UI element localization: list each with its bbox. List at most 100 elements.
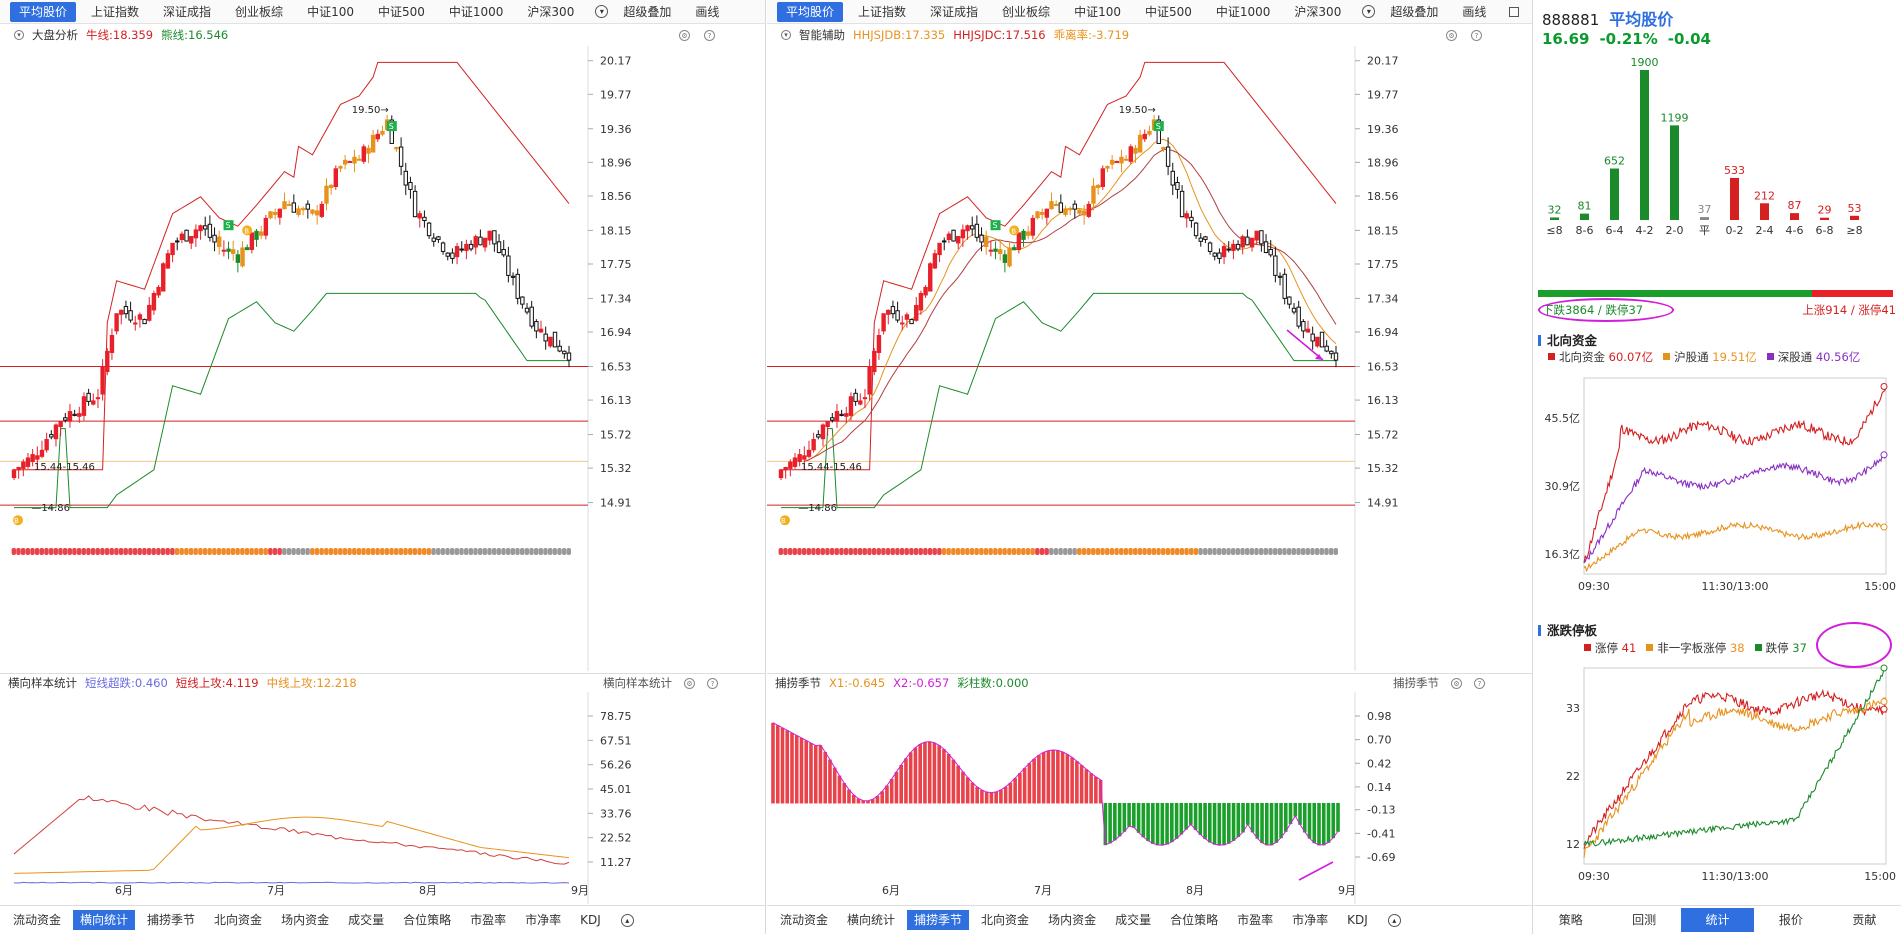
indicator-tab[interactable]: 流动资金 (13, 913, 62, 927)
candle (338, 165, 343, 173)
price-tick-label: 14.91 (1367, 497, 1399, 510)
season-strip-cell (787, 548, 793, 555)
candle (538, 320, 544, 333)
indicator-tab[interactable]: 市净率 (1292, 913, 1329, 927)
index-tab[interactable]: 上证指数 (858, 4, 907, 19)
distribution-category: 平 (1699, 224, 1710, 237)
indicator-tab[interactable]: 市盈率 (470, 913, 507, 927)
settings-icon[interactable]: ⚙ (684, 677, 695, 689)
help-icon[interactable]: ? (704, 29, 715, 41)
index-tab[interactable]: 上证指数 (91, 4, 140, 19)
settings-icon[interactable]: ⚙ (1451, 677, 1462, 689)
candle (105, 348, 110, 376)
kline-chart[interactable]: 20.17 19.77 19.36 18.96 18.56 18.15 17.75 17.34… (767, 46, 1533, 671)
candle (49, 430, 54, 440)
index-tab[interactable]: 中证100 (307, 4, 354, 19)
help-icon[interactable]: ? (1474, 677, 1485, 689)
indicator-tab[interactable]: 成交量 (1115, 913, 1152, 927)
legend-label: 北向资金 (1559, 350, 1609, 364)
lower-indicator-switch[interactable]: 捕捞季节 (1393, 676, 1439, 690)
index-tab[interactable]: 中证100 (1074, 4, 1121, 19)
toolbar-button[interactable]: 画线 (695, 4, 720, 19)
index-tab[interactable]: 创业板综 (1002, 4, 1051, 19)
sidebar-tab[interactable]: 贡献 (1852, 913, 1877, 927)
candle (282, 192, 287, 210)
distribution-category: 8-6 (1576, 224, 1594, 237)
distribution-value: 652 (1604, 155, 1625, 168)
indicator-tab[interactable]: 场内资金 (281, 913, 330, 927)
candle (524, 303, 530, 315)
indicator-tab[interactable]: 横向统计 (73, 910, 136, 930)
toolbar-button[interactable]: 画线 (1462, 4, 1487, 19)
index-tab[interactable]: 创业板综 (235, 4, 284, 19)
histogram-bar (1056, 750, 1060, 804)
scroll-tabs-icon[interactable]: ▴ (1387, 913, 1401, 927)
indicator-tab[interactable]: 市盈率 (1237, 913, 1274, 927)
candle (552, 331, 558, 348)
lower-indicator-switch[interactable]: 横向样本统计 (603, 676, 672, 690)
toolbar-button[interactable]: 超级叠加 (1390, 4, 1439, 19)
season-strip-cell (1207, 548, 1213, 555)
candle (1035, 210, 1040, 220)
help-icon[interactable]: ? (707, 677, 718, 689)
kline-chart[interactable]: 20.17 19.77 19.36 18.96 18.56 18.15 17.75 17.34… (0, 46, 766, 671)
candle (1231, 239, 1236, 260)
indicator-tab[interactable]: 市净率 (525, 913, 562, 927)
indicator-tab[interactable]: 北向资金 (214, 913, 263, 927)
lower-indicator-name[interactable]: 横向样本统计 (8, 675, 77, 690)
indicator-tab[interactable]: 成交量 (348, 913, 385, 927)
index-tab[interactable]: 沪深300 (527, 4, 575, 19)
indicator-tab[interactable]: 合位策略 (403, 913, 452, 927)
indicator-tab[interactable]: 场内资金 (1048, 913, 1097, 927)
indicator-name[interactable]: 智能辅助 (799, 28, 845, 42)
histogram-bar (1060, 751, 1065, 804)
candle (263, 214, 269, 240)
help-icon[interactable]: ? (1471, 29, 1482, 41)
index-tab[interactable]: 平均股价 (777, 1, 844, 22)
season-strip-cell (389, 548, 394, 555)
index-tab[interactable]: 中证500 (1144, 4, 1192, 19)
collapse-icon[interactable]: ▾ (781, 30, 791, 40)
sidebar-tab[interactable]: 回测 (1632, 913, 1657, 927)
index-tab[interactable]: 中证1000 (448, 4, 504, 19)
indicator-tab[interactable]: 合位策略 (1170, 913, 1219, 927)
indicator-tab[interactable]: 横向统计 (847, 913, 896, 927)
index-tab[interactable]: 中证1000 (1215, 4, 1271, 19)
more-tabs-icon[interactable]: ▾ (595, 5, 609, 18)
histogram-bar (842, 783, 847, 804)
more-tabs-icon[interactable]: ▾ (1362, 5, 1376, 18)
histogram-bar (818, 745, 823, 804)
scroll-tabs-icon[interactable]: ▴ (620, 913, 634, 927)
window-icon[interactable] (1509, 6, 1520, 17)
down-ratio-bar (1538, 290, 1812, 297)
index-tab[interactable]: 中证500 (377, 4, 425, 19)
collapse-icon[interactable]: ▾ (14, 30, 24, 40)
indicator-tab[interactable]: 流动资金 (780, 913, 829, 927)
sidebar-tab[interactable]: 策略 (1558, 913, 1583, 927)
index-tab[interactable]: 深证成指 (930, 4, 979, 19)
histogram-bar (1084, 769, 1089, 804)
settings-icon[interactable]: ⚙ (1446, 29, 1457, 41)
indicator-tab[interactable]: 北向资金 (981, 913, 1030, 927)
high-annotation: 19.50→ (352, 105, 389, 116)
index-tab[interactable]: 沪深300 (1294, 4, 1342, 19)
settings-icon[interactable]: ⚙ (679, 29, 690, 41)
distribution-bar (1850, 215, 1859, 220)
indicator-tab[interactable]: KDJ (1347, 913, 1368, 927)
candle (1030, 214, 1036, 240)
toolbar-button[interactable]: 超级叠加 (623, 4, 672, 19)
distribution-category: 2-0 (1666, 224, 1684, 237)
candle (165, 249, 171, 270)
season-strip-cell (216, 548, 222, 555)
indicator-tab[interactable]: KDJ (580, 913, 601, 927)
indicator-tab[interactable]: 捕捞季节 (147, 913, 196, 927)
indicator-tab[interactable]: 捕捞季节 (907, 910, 970, 930)
lower-indicator-name[interactable]: 捕捞季节 (775, 675, 821, 690)
sidebar-tab[interactable]: 报价 (1778, 913, 1803, 927)
index-tab[interactable]: 平均股价 (10, 1, 77, 22)
sidebar-tab[interactable]: 统计 (1680, 908, 1755, 932)
season-strip-cell (1147, 548, 1152, 555)
season-strip-cell (1221, 548, 1227, 555)
index-tab[interactable]: 深证成指 (163, 4, 212, 19)
indicator-name[interactable]: 大盘分析 (32, 28, 78, 42)
